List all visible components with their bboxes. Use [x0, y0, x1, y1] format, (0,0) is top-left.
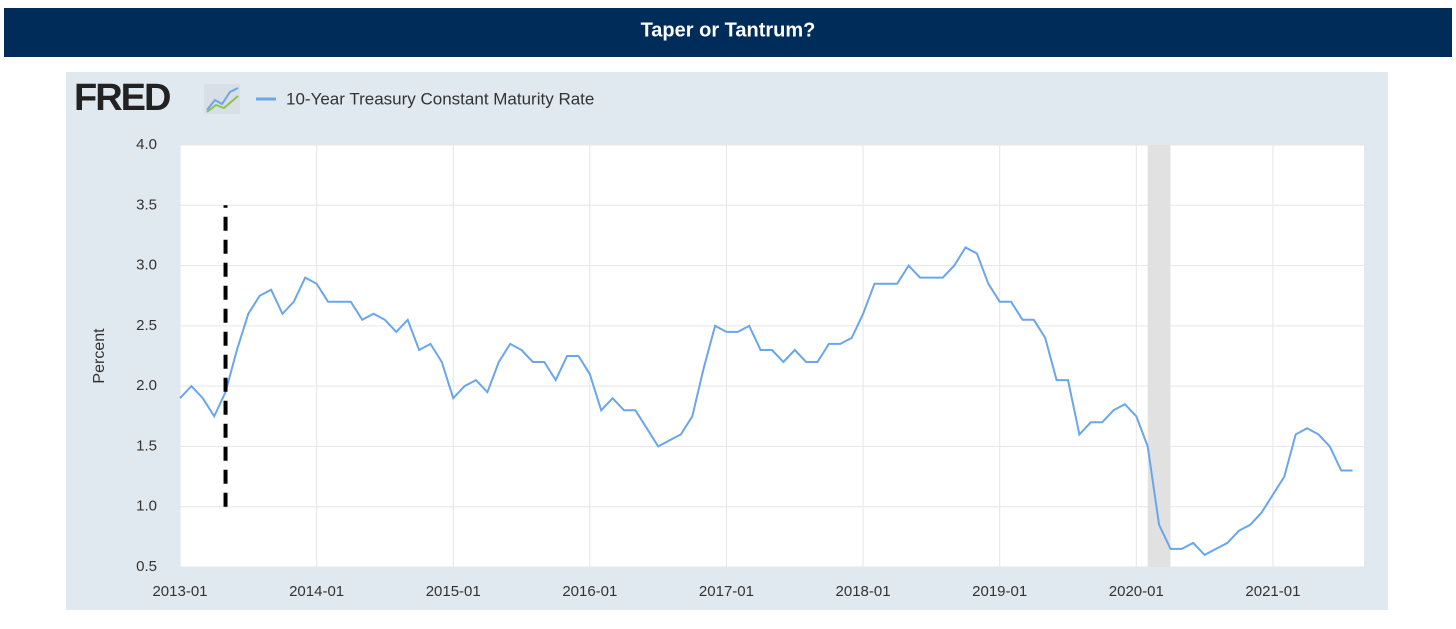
title-bar [4, 8, 1452, 57]
x-tick-label: 2019-01 [972, 583, 1027, 600]
y-tick-label: 2.0 [136, 377, 157, 394]
y-tick-label: 3.5 [136, 196, 157, 213]
x-tick-label: 2018-01 [836, 583, 891, 600]
y-axis-label: Percent [91, 328, 108, 384]
y-tick-label: 4.0 [136, 136, 157, 153]
legend-label: 10-Year Treasury Constant Maturity Rate [286, 89, 594, 108]
x-tick-label: 2014-01 [289, 583, 344, 600]
y-tick-label: 3.0 [136, 257, 157, 274]
x-tick-label: 2017-01 [699, 583, 754, 600]
logo: FRED [74, 77, 170, 119]
logo-icon [204, 84, 240, 114]
chart-title: Taper or Tantrum? [641, 19, 816, 41]
x-tick-label: 2016-01 [562, 583, 617, 600]
y-tick-label: 1.0 [136, 498, 157, 515]
data-line [179, 246, 1353, 557]
plot-area [180, 145, 1364, 567]
y-tick-label: 2.5 [136, 317, 157, 334]
x-tick-label: 2013-01 [152, 583, 207, 600]
x-tick-label: 2020-01 [1109, 583, 1164, 600]
x-tick-label: 2021-01 [1245, 583, 1300, 600]
y-tick-label: 1.5 [136, 437, 157, 454]
y-tick-label: 0.5 [136, 558, 157, 575]
shaded-period [1147, 145, 1171, 567]
x-tick-label: 2015-01 [426, 583, 481, 600]
